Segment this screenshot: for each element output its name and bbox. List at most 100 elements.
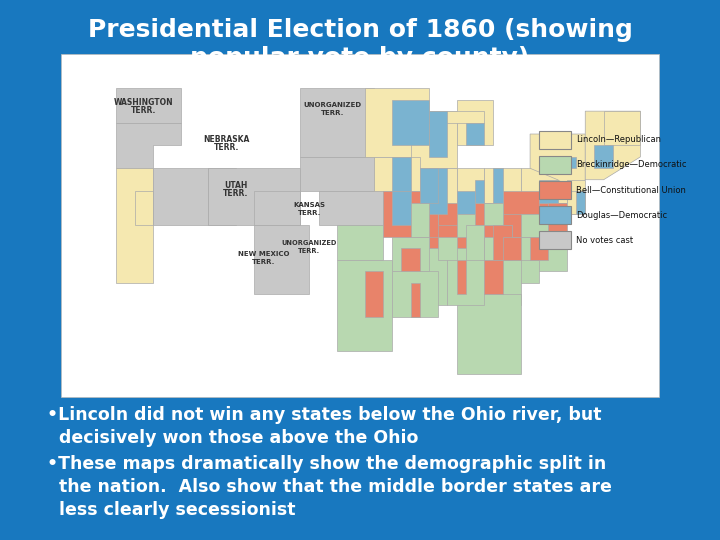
Polygon shape: [429, 168, 447, 214]
Polygon shape: [135, 191, 153, 226]
Text: popular vote by county): popular vote by county): [190, 46, 530, 70]
Polygon shape: [392, 237, 429, 271]
Polygon shape: [585, 111, 640, 180]
Text: TERR.: TERR.: [298, 210, 321, 216]
Polygon shape: [364, 89, 429, 157]
Polygon shape: [383, 191, 438, 237]
Text: decisively won those above the Ohio: decisively won those above the Ohio: [47, 429, 418, 447]
Polygon shape: [208, 168, 236, 226]
Polygon shape: [521, 168, 576, 202]
Polygon shape: [420, 168, 438, 202]
Polygon shape: [208, 168, 300, 226]
Polygon shape: [392, 157, 410, 191]
Polygon shape: [429, 226, 512, 260]
Polygon shape: [319, 191, 383, 226]
Text: the nation.  Also show that the middle border states are: the nation. Also show that the middle bo…: [47, 478, 612, 496]
Polygon shape: [456, 294, 521, 374]
Text: TERR.: TERR.: [131, 105, 157, 114]
Text: TERR.: TERR.: [320, 111, 344, 117]
Bar: [539, 181, 572, 199]
Polygon shape: [549, 202, 567, 214]
Bar: [539, 131, 572, 149]
Polygon shape: [456, 191, 475, 214]
Polygon shape: [117, 89, 181, 123]
Polygon shape: [447, 248, 484, 306]
Polygon shape: [337, 260, 392, 351]
Polygon shape: [456, 100, 493, 145]
Polygon shape: [364, 271, 383, 317]
Polygon shape: [374, 157, 420, 191]
Polygon shape: [300, 89, 374, 157]
Text: TERR.: TERR.: [214, 143, 239, 152]
Polygon shape: [493, 226, 512, 260]
Polygon shape: [503, 237, 521, 260]
Text: KANSAS: KANSAS: [294, 202, 325, 208]
Text: UNORGANIZED: UNORGANIZED: [282, 240, 337, 246]
Polygon shape: [392, 100, 429, 145]
Bar: [539, 206, 572, 224]
Polygon shape: [503, 191, 539, 214]
Polygon shape: [567, 180, 585, 214]
Text: TERR.: TERR.: [223, 189, 248, 198]
Text: Lincoln—Republican: Lincoln—Republican: [576, 135, 661, 144]
Text: Presidential Election of 1860 (showing: Presidential Election of 1860 (showing: [88, 18, 632, 42]
Polygon shape: [567, 191, 576, 214]
Text: •Lincoln did not win any states below the Ohio river, but: •Lincoln did not win any states below th…: [47, 406, 601, 424]
Polygon shape: [493, 168, 503, 202]
Polygon shape: [429, 111, 447, 157]
Polygon shape: [410, 111, 456, 168]
Polygon shape: [466, 226, 484, 260]
Polygon shape: [420, 168, 456, 226]
Polygon shape: [438, 202, 503, 237]
Text: TERR.: TERR.: [298, 248, 320, 254]
Text: TERR.: TERR.: [252, 259, 275, 265]
Polygon shape: [117, 168, 153, 282]
Polygon shape: [153, 168, 208, 226]
Polygon shape: [530, 237, 549, 260]
Text: UTAH: UTAH: [224, 181, 248, 190]
Polygon shape: [410, 282, 420, 317]
Polygon shape: [337, 226, 383, 260]
Text: Douglas—Democratic: Douglas—Democratic: [576, 211, 667, 220]
Polygon shape: [401, 248, 420, 271]
Polygon shape: [475, 260, 521, 306]
Polygon shape: [456, 214, 475, 237]
Polygon shape: [484, 168, 521, 214]
Polygon shape: [493, 260, 539, 282]
Polygon shape: [254, 226, 310, 294]
Polygon shape: [475, 180, 484, 202]
Polygon shape: [576, 191, 585, 214]
Text: less clearly secessionist: less clearly secessionist: [47, 501, 295, 519]
Polygon shape: [558, 157, 576, 168]
Text: Bell—Constitutional Union: Bell—Constitutional Union: [576, 186, 686, 194]
Polygon shape: [484, 202, 503, 226]
Polygon shape: [117, 123, 181, 168]
Polygon shape: [484, 237, 567, 271]
Polygon shape: [456, 260, 466, 294]
Polygon shape: [254, 191, 300, 226]
Polygon shape: [429, 111, 484, 123]
Polygon shape: [466, 123, 484, 145]
Polygon shape: [410, 202, 429, 237]
Polygon shape: [595, 145, 613, 168]
Polygon shape: [549, 202, 567, 214]
Polygon shape: [603, 111, 640, 145]
Polygon shape: [521, 214, 549, 237]
Polygon shape: [438, 237, 456, 260]
Bar: [539, 231, 572, 249]
Text: NEW MEXICO: NEW MEXICO: [238, 251, 289, 257]
Text: Breckinridge—Democratic: Breckinridge—Democratic: [576, 160, 687, 170]
Polygon shape: [420, 248, 447, 306]
Polygon shape: [530, 134, 585, 191]
Polygon shape: [484, 260, 503, 294]
Bar: [539, 156, 572, 174]
Polygon shape: [300, 157, 374, 191]
Polygon shape: [539, 180, 558, 202]
Polygon shape: [456, 168, 484, 226]
Text: •These maps dramatically show the demographic split in: •These maps dramatically show the demogr…: [47, 455, 606, 472]
Text: NEBRASKA: NEBRASKA: [204, 135, 250, 144]
FancyBboxPatch shape: [61, 54, 659, 397]
Text: WASHINGTON: WASHINGTON: [114, 98, 174, 106]
Polygon shape: [392, 191, 410, 226]
Text: UNORGANIZED: UNORGANIZED: [303, 103, 361, 109]
